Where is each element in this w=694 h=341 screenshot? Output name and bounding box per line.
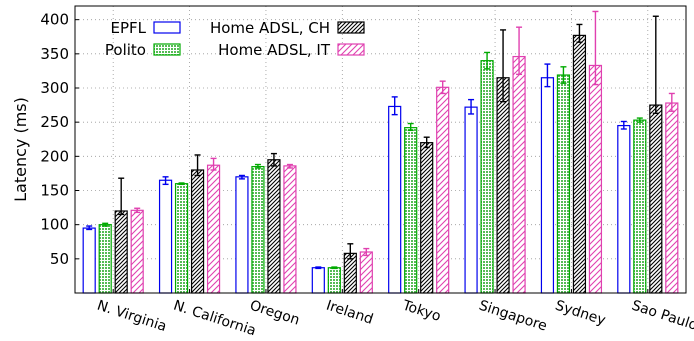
x-tick-label: Sydney bbox=[553, 298, 607, 329]
bar-home-adsl-ch bbox=[420, 142, 434, 294]
bar-epfl bbox=[388, 105, 402, 294]
bar-polito bbox=[327, 267, 341, 294]
bar-home-adsl-ch bbox=[572, 34, 587, 294]
y-axis-ticks: 50 100 150 200 250 300 350 400 bbox=[40, 11, 79, 268]
bar-home-adsl-it bbox=[206, 164, 221, 294]
x-tick-label: Tokyo bbox=[400, 297, 443, 325]
y-tick-label: 250 bbox=[40, 113, 69, 131]
bar-polito bbox=[633, 119, 647, 294]
y-tick-label: 350 bbox=[40, 45, 69, 63]
bar-epfl bbox=[158, 179, 173, 294]
bar-home-adsl-ch bbox=[649, 104, 663, 294]
legend-swatch bbox=[337, 43, 365, 56]
legend-label: Polito bbox=[105, 41, 146, 59]
legend-label: Home ADSL, IT bbox=[218, 41, 331, 59]
y-tick-label: 100 bbox=[40, 216, 69, 234]
legend-label: Home ADSL, CH bbox=[210, 19, 330, 37]
bar-polito bbox=[251, 165, 265, 294]
legend-swatch bbox=[153, 43, 181, 56]
bar-home-adsl-ch bbox=[114, 210, 128, 294]
legend-swatch bbox=[153, 21, 181, 34]
bars-group bbox=[82, 34, 679, 294]
x-tick-label: N. Virginia bbox=[95, 298, 169, 336]
x-tick-label: Ireland bbox=[324, 298, 375, 328]
x-tick-label: Sao Paulo bbox=[630, 298, 694, 334]
error-bars-group bbox=[86, 10, 675, 270]
y-tick-label: 400 bbox=[40, 11, 69, 29]
y-tick-label: 200 bbox=[40, 147, 69, 165]
y-axis-label: Latency (ms) bbox=[11, 97, 30, 202]
bar-home-adsl-ch bbox=[190, 169, 205, 294]
bar-polito bbox=[174, 183, 189, 294]
bar-epfl bbox=[311, 267, 325, 294]
legend: EPFL Polito Home ADSL, CH Home ADSL, IT bbox=[105, 19, 365, 59]
bar-home-adsl-it bbox=[283, 165, 297, 294]
bar-home-adsl-it bbox=[436, 86, 450, 294]
bar-polito bbox=[404, 127, 418, 294]
bar-home-adsl-ch bbox=[496, 77, 510, 294]
bar-epfl bbox=[82, 227, 96, 294]
bar-epfl bbox=[617, 124, 631, 294]
bar-polito bbox=[480, 60, 494, 294]
bar-home-adsl-it bbox=[359, 251, 373, 294]
legend-label: EPFL bbox=[110, 19, 146, 37]
y-tick-label: 150 bbox=[40, 182, 69, 200]
legend-swatch bbox=[337, 21, 365, 34]
bar-epfl bbox=[235, 176, 249, 294]
bar-polito bbox=[556, 74, 571, 294]
plot-frame bbox=[74, 5, 687, 294]
x-tick-label: N. California bbox=[171, 298, 258, 340]
bar-home-adsl-ch bbox=[267, 159, 281, 294]
bar-home-adsl-it bbox=[588, 64, 603, 294]
bar-home-adsl-it bbox=[665, 102, 679, 294]
bar-home-adsl-it bbox=[130, 209, 144, 294]
y-tick-label: 300 bbox=[40, 79, 69, 97]
bar-polito bbox=[98, 224, 112, 294]
bar-home-adsl-it bbox=[512, 55, 526, 294]
bar-epfl bbox=[464, 106, 478, 294]
x-tick-label: Singapore bbox=[477, 298, 549, 335]
bar-epfl bbox=[540, 77, 555, 294]
y-tick-label: 50 bbox=[50, 250, 69, 268]
